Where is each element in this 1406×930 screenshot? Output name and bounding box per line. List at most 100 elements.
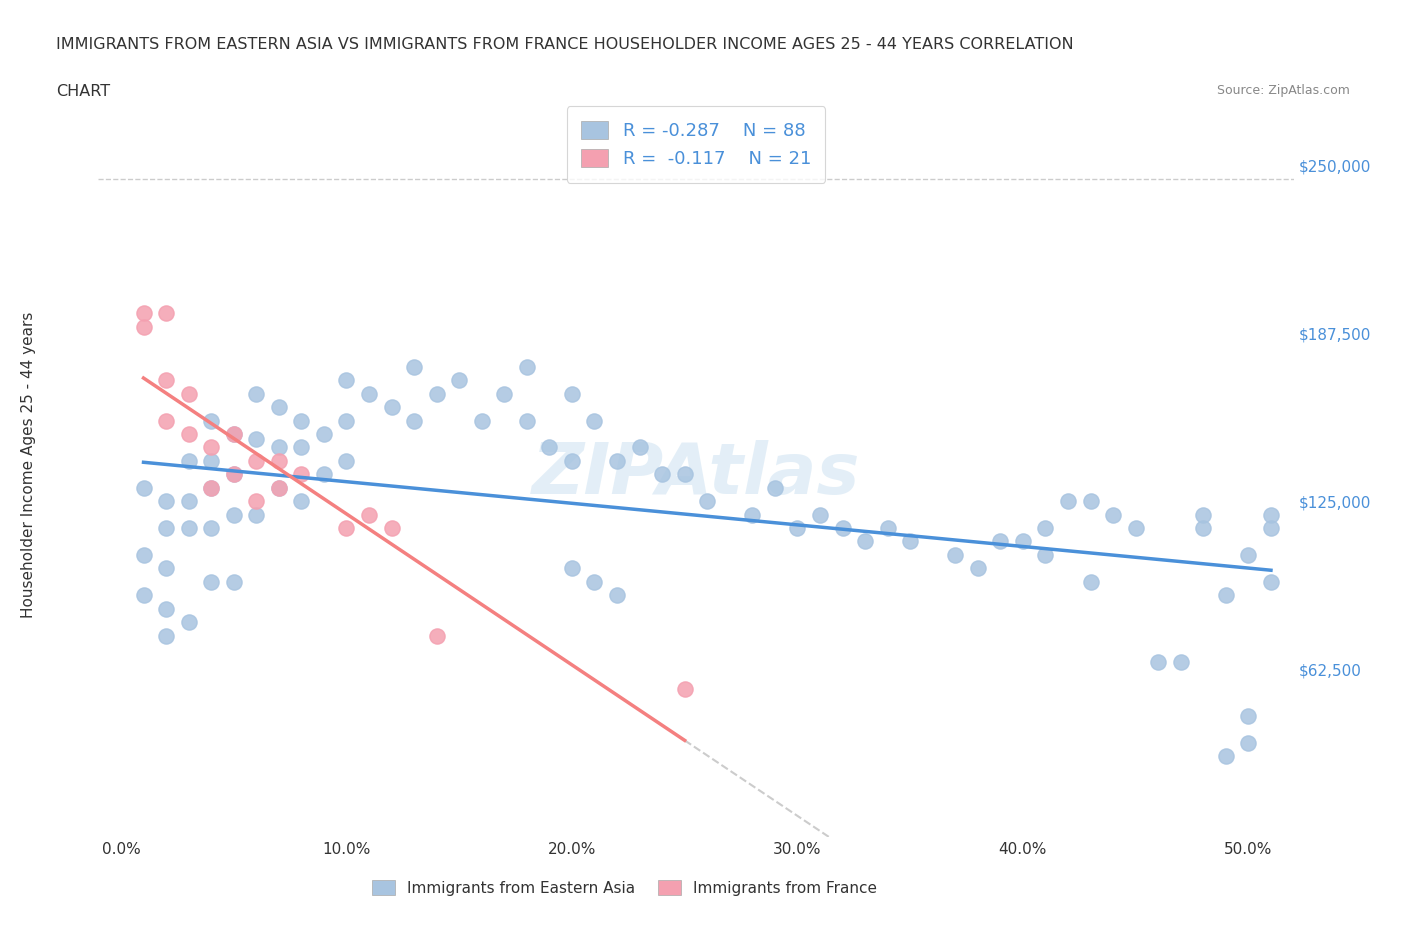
Point	[876, 521, 898, 536]
Point	[1215, 749, 1237, 764]
Point	[1170, 655, 1192, 670]
Point	[132, 306, 155, 321]
Point	[222, 427, 245, 442]
Point	[132, 588, 155, 603]
Point	[673, 682, 696, 697]
Point	[404, 359, 426, 374]
Point	[494, 386, 516, 401]
Point	[245, 494, 267, 509]
Point	[943, 548, 966, 563]
Point	[132, 548, 155, 563]
Point	[898, 534, 921, 549]
Point	[132, 480, 155, 495]
Point	[831, 521, 853, 536]
Point	[763, 480, 786, 495]
Point	[1125, 521, 1147, 536]
Point	[155, 413, 177, 428]
Point	[1237, 548, 1260, 563]
Point	[222, 575, 245, 590]
Point	[561, 561, 583, 576]
Point	[606, 454, 628, 469]
Point	[245, 507, 267, 522]
Point	[177, 521, 200, 536]
Point	[222, 507, 245, 522]
Point	[132, 319, 155, 334]
Point	[471, 413, 494, 428]
Point	[404, 413, 426, 428]
Point	[177, 427, 200, 442]
Point	[696, 494, 718, 509]
Point	[1260, 507, 1282, 522]
Point	[561, 386, 583, 401]
Point	[583, 413, 606, 428]
Point	[380, 400, 402, 415]
Point	[155, 628, 177, 643]
Point	[1192, 507, 1215, 522]
Point	[155, 373, 177, 388]
Point	[222, 467, 245, 482]
Point	[177, 494, 200, 509]
Point	[245, 454, 267, 469]
Point	[1035, 521, 1057, 536]
Point	[200, 480, 222, 495]
Point	[200, 454, 222, 469]
Point	[1080, 575, 1102, 590]
Text: Householder Income Ages 25 - 44 years: Householder Income Ages 25 - 44 years	[21, 312, 35, 618]
Point	[990, 534, 1012, 549]
Point	[267, 480, 290, 495]
Point	[966, 561, 988, 576]
Point	[673, 467, 696, 482]
Point	[1012, 534, 1035, 549]
Point	[312, 467, 335, 482]
Point	[177, 454, 200, 469]
Point	[267, 400, 290, 415]
Point	[357, 386, 380, 401]
Point	[200, 521, 222, 536]
Point	[380, 521, 402, 536]
Point	[561, 454, 583, 469]
Point	[853, 534, 876, 549]
Point	[426, 628, 449, 643]
Text: IMMIGRANTS FROM EASTERN ASIA VS IMMIGRANTS FROM FRANCE HOUSEHOLDER INCOME AGES 2: IMMIGRANTS FROM EASTERN ASIA VS IMMIGRAN…	[56, 37, 1074, 52]
Point	[449, 373, 471, 388]
Point	[290, 467, 312, 482]
Point	[155, 494, 177, 509]
Point	[1147, 655, 1170, 670]
Point	[583, 575, 606, 590]
Point	[357, 507, 380, 522]
Point	[267, 480, 290, 495]
Point	[1215, 588, 1237, 603]
Point	[200, 480, 222, 495]
Point	[1057, 494, 1080, 509]
Point	[1237, 709, 1260, 724]
Point	[267, 454, 290, 469]
Point	[335, 413, 357, 428]
Point	[177, 386, 200, 401]
Point	[1080, 494, 1102, 509]
Point	[222, 467, 245, 482]
Point	[1237, 736, 1260, 751]
Point	[1260, 521, 1282, 536]
Point	[651, 467, 673, 482]
Point	[628, 440, 651, 455]
Point	[335, 521, 357, 536]
Point	[155, 306, 177, 321]
Point	[200, 413, 222, 428]
Point	[245, 432, 267, 446]
Point	[1192, 521, 1215, 536]
Point	[290, 413, 312, 428]
Text: CHART: CHART	[56, 84, 110, 99]
Point	[177, 615, 200, 630]
Point	[155, 521, 177, 536]
Point	[312, 427, 335, 442]
Point	[426, 386, 449, 401]
Point	[222, 427, 245, 442]
Point	[155, 601, 177, 616]
Point	[516, 413, 538, 428]
Point	[155, 561, 177, 576]
Point	[335, 454, 357, 469]
Point	[606, 588, 628, 603]
Point	[335, 373, 357, 388]
Point	[200, 440, 222, 455]
Point	[786, 521, 808, 536]
